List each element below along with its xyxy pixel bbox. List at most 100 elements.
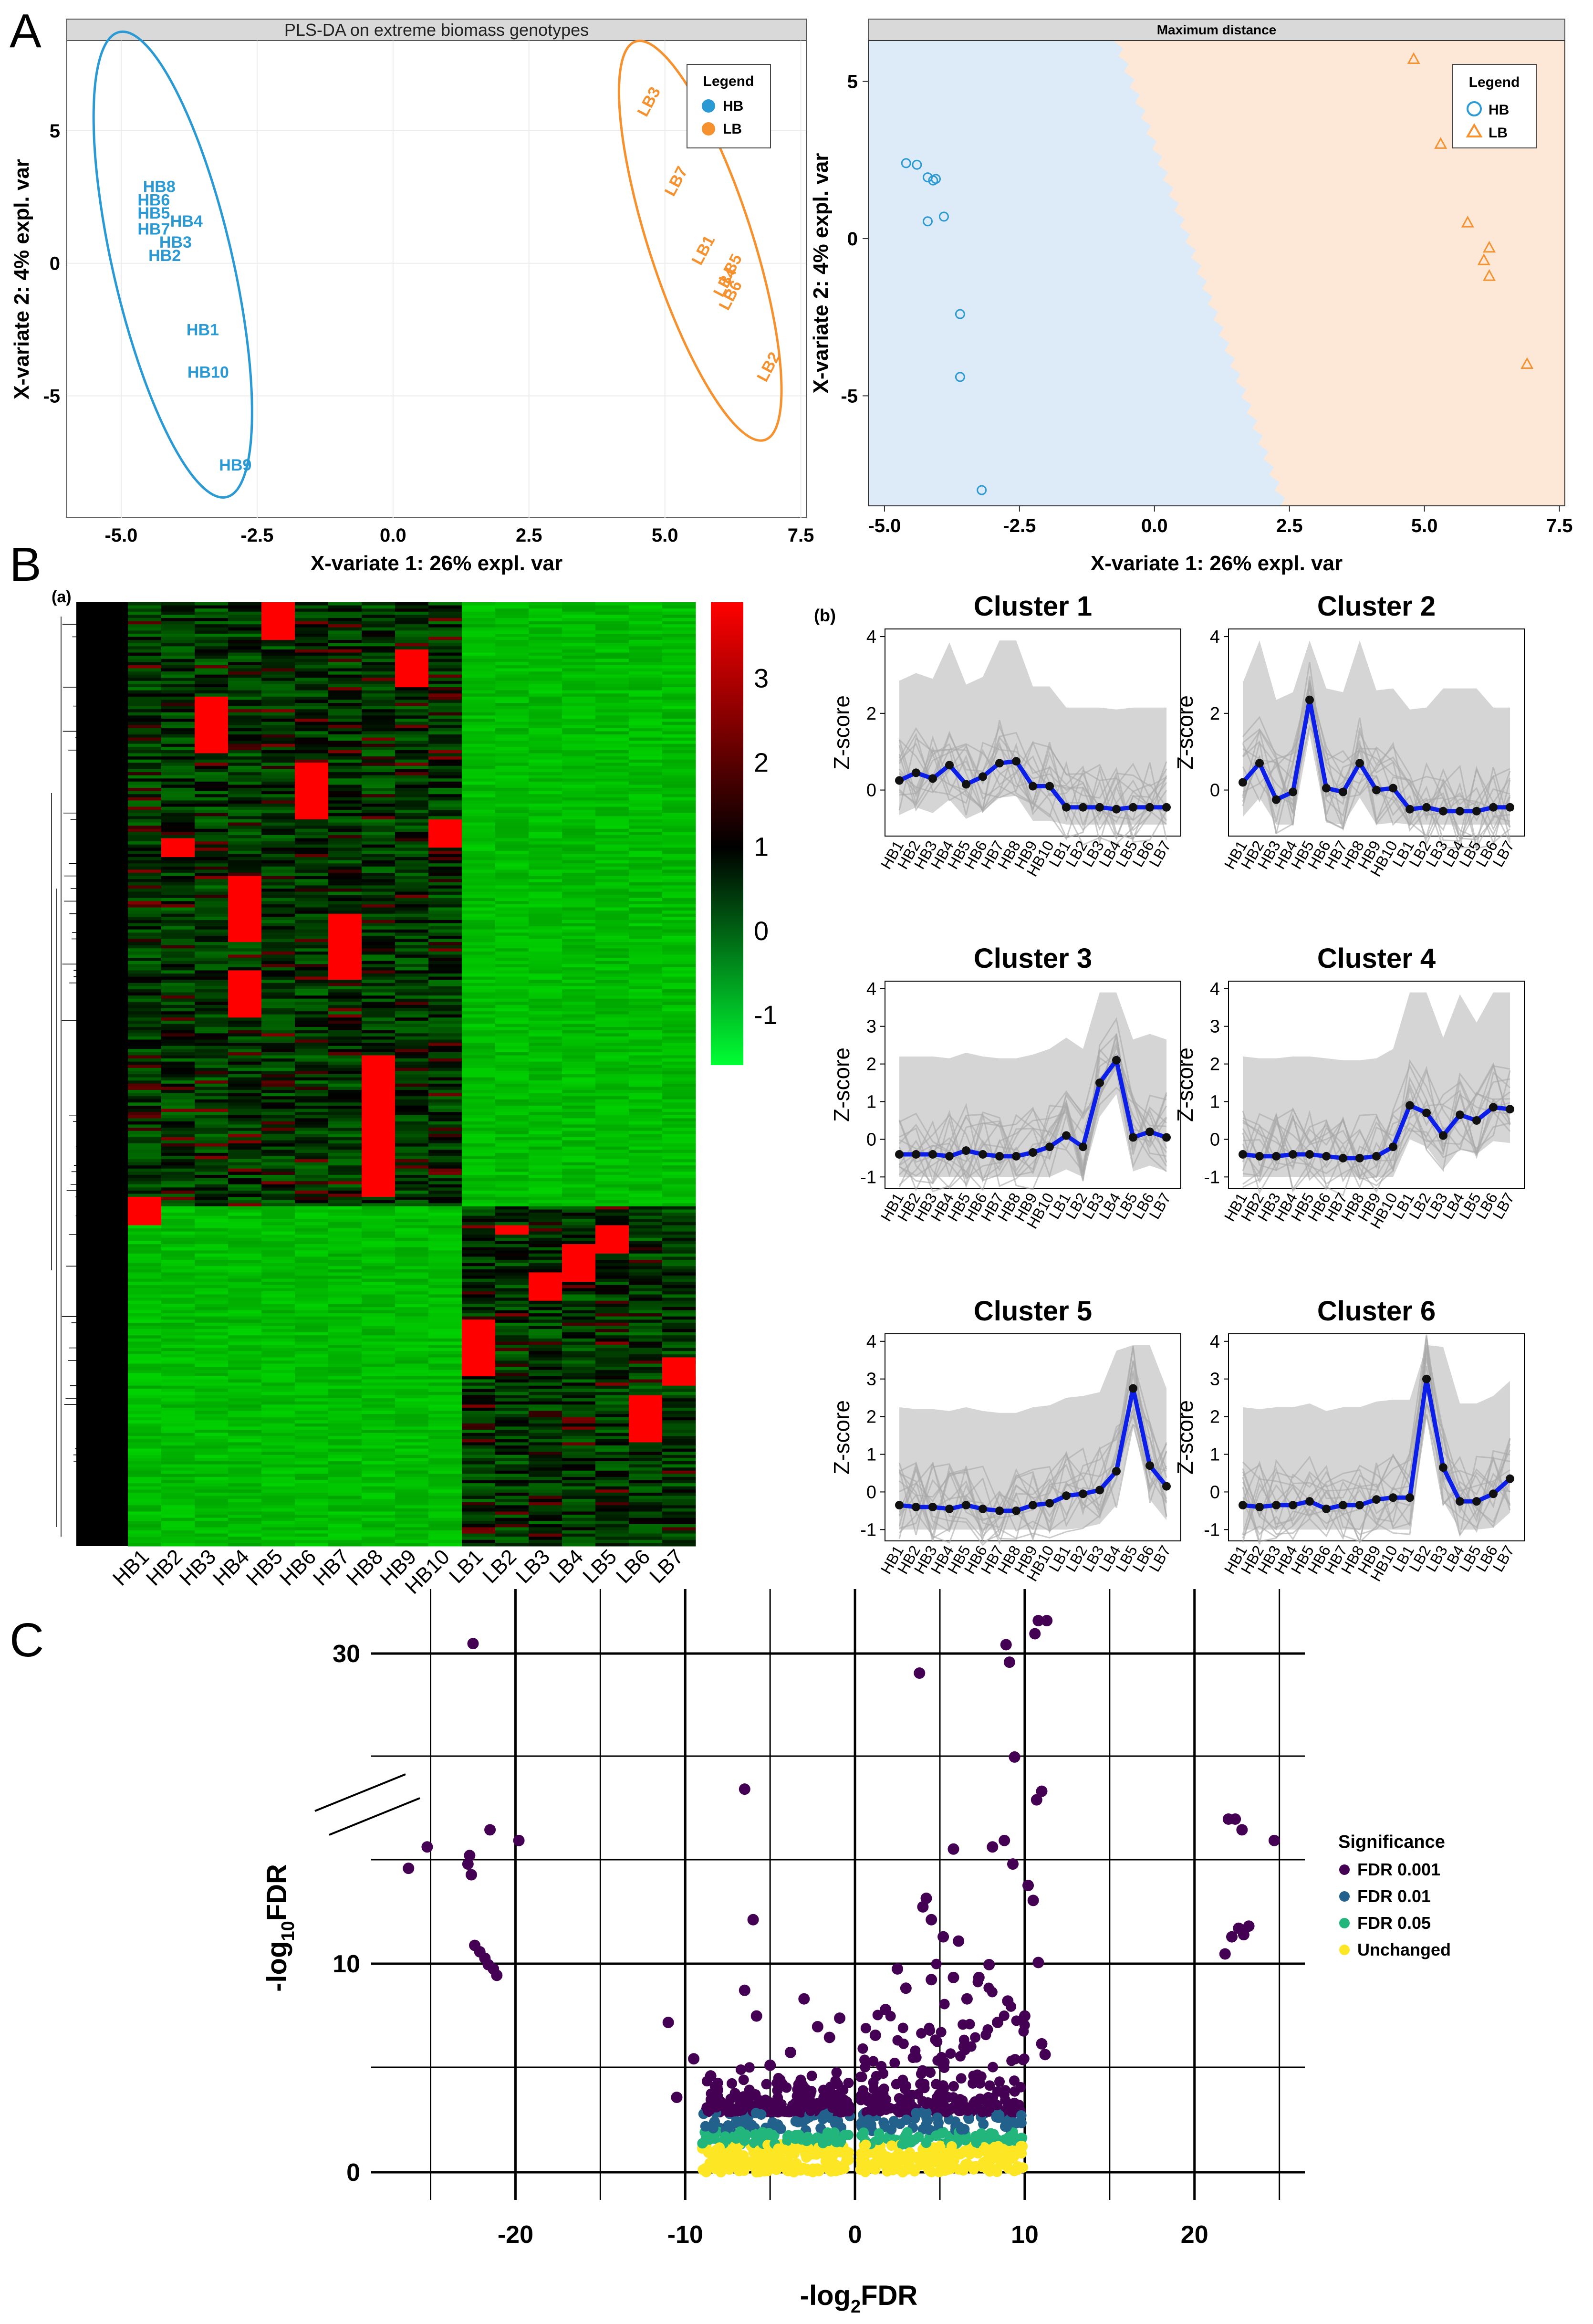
heatmap-cell <box>195 964 229 968</box>
heatmap-cell <box>261 1379 295 1383</box>
heatmap-cell <box>629 803 663 807</box>
heatmap-cell <box>295 1152 329 1156</box>
heatmap-cell <box>161 1253 195 1257</box>
heatmap-cell <box>328 1417 362 1421</box>
heatmap-cell <box>462 1401 496 1405</box>
heatmap-cell <box>261 876 295 879</box>
heatmap-cell <box>495 608 529 612</box>
heatmap-cell <box>629 1373 663 1377</box>
heatmap-cell <box>595 1033 629 1037</box>
heatmap-cell <box>261 1539 295 1543</box>
heatmap-cell <box>562 1455 596 1458</box>
heatmap-cell <box>128 819 162 823</box>
heatmap-cell <box>495 819 529 823</box>
heatmap-cell <box>328 1398 362 1402</box>
heatmap-cell <box>161 1483 195 1487</box>
heatmap-cell <box>328 728 362 732</box>
heatmap-cell <box>228 1543 262 1547</box>
heatmap-cell <box>328 1414 362 1418</box>
heatmap-cell <box>161 706 195 710</box>
heatmap-cell <box>228 778 262 782</box>
heatmap-cell <box>595 967 629 971</box>
heatmap-cell <box>161 643 195 647</box>
heatmap-cell <box>595 1370 629 1373</box>
heatmap-cell <box>562 1282 596 1286</box>
heatmap-cell <box>595 1150 629 1153</box>
heatmap-cell <box>629 621 663 625</box>
heatmap-cell <box>128 1426 162 1430</box>
heatmap-cell <box>362 1275 396 1279</box>
heatmap-cell <box>128 1354 162 1358</box>
heatmap-cell <box>529 1203 562 1207</box>
heatmap-cell <box>462 621 496 625</box>
heatmap-cell <box>428 1093 462 1097</box>
heatmap-cell <box>428 1367 462 1371</box>
heatmap-cell <box>228 961 262 964</box>
heatmap-cell <box>428 951 462 955</box>
heatmap-cell <box>662 819 696 823</box>
heatmap-cell <box>462 1499 496 1503</box>
heatmap-cell <box>562 882 596 886</box>
heatmap-cell <box>261 1102 295 1106</box>
heatmap-cell <box>328 1137 362 1141</box>
heatmap-cell <box>128 1395 162 1399</box>
heatmap-cell <box>228 1436 262 1440</box>
heatmap-cell <box>295 1322 329 1326</box>
heatmap-cell <box>595 1480 629 1484</box>
heatmap-cell <box>529 674 562 678</box>
heatmap-cell <box>362 1200 396 1204</box>
heatmap-cell <box>161 1539 195 1543</box>
heatmap-cell <box>261 1005 295 1009</box>
heatmap-cell <box>495 1461 529 1465</box>
heatmap-cell <box>195 772 229 776</box>
heatmap-cell <box>295 970 329 974</box>
heatmap-cell <box>362 678 396 681</box>
heatmap-cell <box>495 756 529 760</box>
heatmap-cell <box>362 1370 396 1373</box>
heatmap-cell <box>495 866 529 870</box>
heatmap-cell <box>395 1036 429 1040</box>
heatmap-cell <box>629 646 663 650</box>
heatmap-cell <box>595 863 629 867</box>
legend-label: LB <box>1489 125 1508 141</box>
heatmap-cell <box>395 1244 429 1248</box>
heatmap-cell <box>629 1096 663 1100</box>
heatmap-cell <box>295 1515 329 1518</box>
heatmap-cell <box>362 939 396 942</box>
heatmap-cell <box>529 668 562 672</box>
heatmap-cell <box>562 1027 596 1031</box>
heatmap-cell <box>462 1518 496 1521</box>
heatmap-cell <box>562 756 596 760</box>
heatmap-cell <box>228 1502 262 1506</box>
heatmap-cell <box>128 702 162 707</box>
heatmap-cell <box>562 1480 596 1484</box>
heatmap-cell <box>328 1278 362 1282</box>
heatmap-cell <box>261 1395 295 1399</box>
heatmap-cell <box>629 659 663 662</box>
heatmap-cell <box>128 1005 162 1009</box>
heatmap-cell <box>629 939 663 942</box>
heatmap-cell <box>195 1486 229 1490</box>
heatmap-cell <box>562 706 596 710</box>
heatmap-cell <box>261 1213 295 1216</box>
heatmap-cell <box>395 1058 429 1062</box>
heatmap-cell <box>662 605 696 609</box>
heatmap-cell <box>261 948 295 952</box>
heatmap-cell <box>128 1288 162 1292</box>
heatmap-cell <box>462 737 496 741</box>
heatmap-cell <box>395 1288 429 1292</box>
heatmap-cell <box>161 1156 195 1160</box>
heatmap-cell <box>161 674 195 678</box>
heatmap-cell <box>228 731 262 735</box>
heatmap-cell <box>595 1304 629 1308</box>
heatmap-cell <box>195 618 229 622</box>
heatmap-cell <box>328 1033 362 1037</box>
heatmap-cell <box>295 841 329 845</box>
heatmap-cell <box>295 1140 329 1144</box>
heatmap-cell <box>228 1285 262 1288</box>
heatmap-cell <box>295 1269 329 1273</box>
heatmap-cell <box>562 1156 596 1160</box>
heatmap-cell <box>595 668 629 672</box>
heatmap-cell <box>295 907 329 911</box>
heatmap-cell <box>495 725 529 729</box>
